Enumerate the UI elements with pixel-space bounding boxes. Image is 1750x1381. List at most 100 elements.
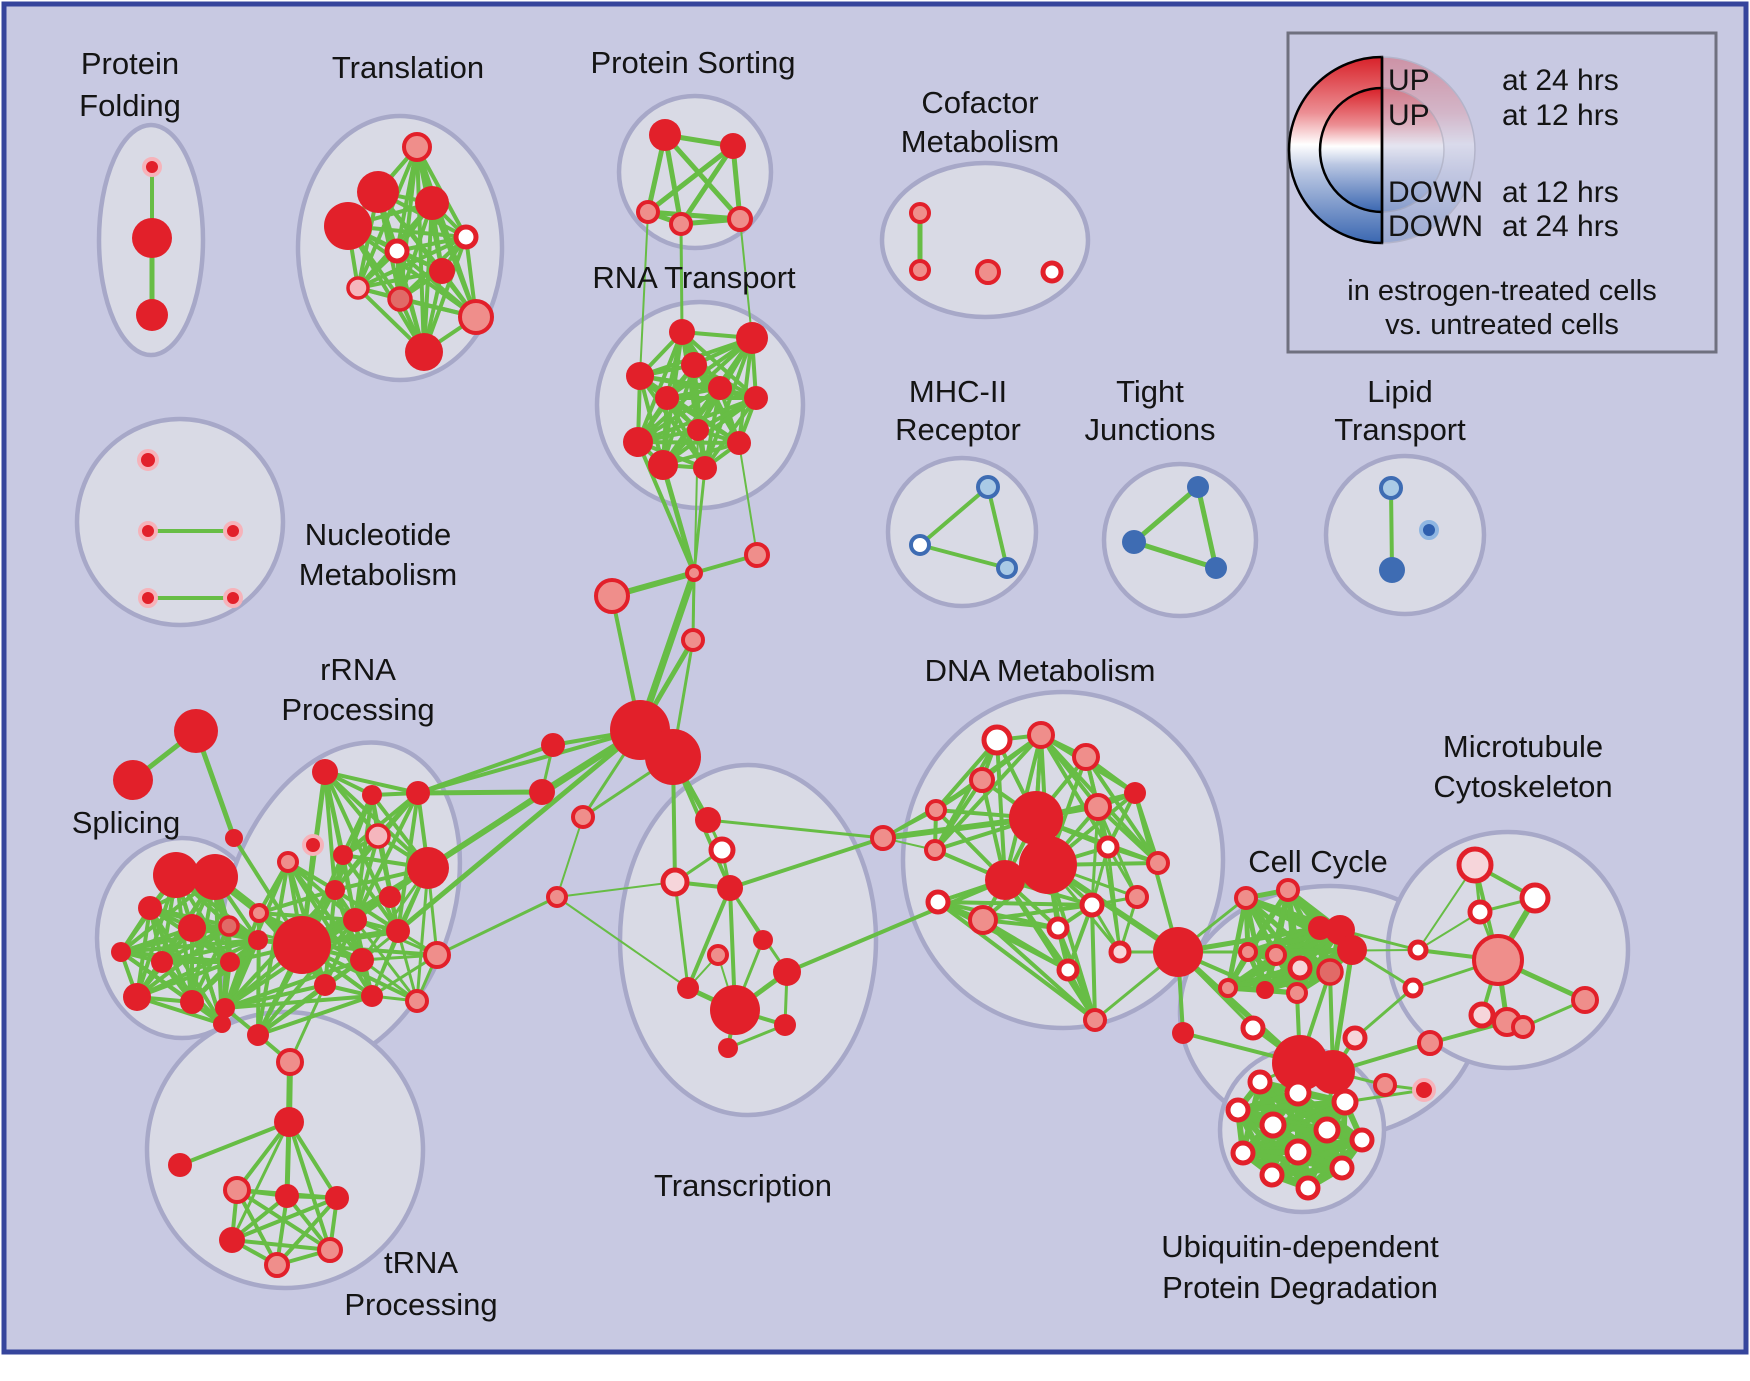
node-x5[interactable] [717, 875, 743, 901]
node-u3[interactable] [223, 1176, 251, 1204]
node-d2[interactable] [1027, 721, 1055, 749]
node-s5[interactable] [727, 206, 753, 232]
node-u0[interactable] [276, 1048, 304, 1076]
node-q11[interactable] [273, 916, 331, 974]
node-u6[interactable] [219, 1227, 245, 1253]
node-p12[interactable] [248, 930, 268, 950]
node-u2[interactable] [168, 1153, 192, 1177]
node-y8[interactable] [1287, 955, 1313, 981]
node-v6[interactable] [1313, 1116, 1341, 1144]
node-c2[interactable] [744, 542, 770, 568]
node-t11[interactable] [405, 333, 443, 371]
node-t4[interactable] [324, 202, 372, 250]
node-x8[interactable] [677, 977, 699, 999]
node-p3[interactable] [138, 896, 162, 920]
node-y14[interactable] [1342, 1025, 1368, 1051]
node-r5[interactable] [708, 376, 732, 400]
node-n1[interactable] [137, 449, 159, 471]
node-d9[interactable] [1019, 836, 1077, 894]
node-n5[interactable] [223, 588, 243, 608]
node-d21[interactable] [1056, 958, 1080, 982]
node-j2[interactable] [1122, 530, 1146, 554]
node-d8[interactable] [1009, 791, 1063, 845]
node-q15[interactable] [423, 941, 451, 969]
node-d17[interactable] [1079, 892, 1105, 918]
node-c3[interactable] [594, 578, 630, 614]
node-d6[interactable] [1084, 793, 1112, 821]
node-q4[interactable] [302, 834, 324, 856]
node-z4[interactable] [1472, 934, 1524, 986]
node-t3[interactable] [415, 186, 449, 220]
node-v8[interactable] [1230, 1140, 1256, 1166]
node-s1[interactable] [649, 119, 681, 151]
node-e0[interactable] [1153, 927, 1203, 977]
node-y17[interactable] [1417, 1030, 1443, 1056]
node-d11[interactable] [924, 839, 946, 861]
node-q10[interactable] [379, 886, 401, 908]
node-r3[interactable] [681, 352, 707, 378]
node-q13[interactable] [386, 919, 410, 943]
node-p5[interactable] [218, 915, 240, 937]
node-z1[interactable] [1456, 846, 1494, 884]
node-r8[interactable] [687, 419, 709, 441]
node-r9[interactable] [623, 427, 653, 457]
node-z5[interactable] [1468, 1001, 1496, 1029]
node-f3[interactable] [136, 299, 168, 331]
node-r4[interactable] [626, 362, 654, 390]
node-q21[interactable] [249, 903, 269, 923]
node-y18[interactable] [1373, 1073, 1397, 1097]
node-x3[interactable] [660, 867, 690, 897]
node-y5[interactable] [1337, 935, 1367, 965]
node-z7[interactable] [1571, 986, 1599, 1014]
node-r6[interactable] [655, 386, 679, 410]
node-z3[interactable] [1467, 899, 1493, 925]
node-t9[interactable] [387, 286, 413, 312]
node-k4[interactable] [1040, 260, 1064, 284]
node-u7[interactable] [317, 1237, 343, 1263]
node-v10[interactable] [1259, 1162, 1285, 1188]
node-d12[interactable] [925, 889, 951, 915]
node-t6[interactable] [384, 238, 410, 264]
node-s4[interactable] [669, 212, 693, 236]
node-q18[interactable] [405, 989, 429, 1013]
node-d16[interactable] [1108, 940, 1132, 964]
node-z2[interactable] [1519, 882, 1551, 914]
node-f1[interactable] [142, 157, 162, 177]
node-x7[interactable] [707, 944, 729, 966]
node-q14[interactable] [350, 948, 374, 972]
node-r7[interactable] [744, 386, 768, 410]
node-y6[interactable] [1238, 942, 1258, 962]
node-v7[interactable] [1349, 1127, 1375, 1153]
node-d10[interactable] [985, 860, 1025, 900]
node-p1[interactable] [153, 852, 199, 898]
node-v9[interactable] [1284, 1138, 1312, 1166]
node-y9[interactable] [1316, 958, 1344, 986]
node-v1[interactable] [1247, 1069, 1273, 1095]
node-m3[interactable] [571, 805, 595, 829]
node-q17[interactable] [361, 985, 383, 1007]
node-c1[interactable] [685, 564, 703, 582]
node-r12[interactable] [693, 456, 717, 480]
node-v3[interactable] [1331, 1088, 1359, 1116]
node-s2[interactable] [720, 133, 746, 159]
node-q19[interactable] [247, 1024, 269, 1046]
node-v11[interactable] [1329, 1155, 1355, 1181]
node-q7[interactable] [365, 823, 391, 849]
node-t2[interactable] [357, 171, 399, 213]
node-p4[interactable] [178, 914, 206, 942]
node-m1[interactable] [541, 733, 565, 757]
node-j1[interactable] [1187, 476, 1209, 498]
node-l3[interactable] [1419, 520, 1439, 540]
node-q12[interactable] [343, 908, 367, 932]
node-x6[interactable] [753, 930, 773, 950]
node-y7[interactable] [1265, 944, 1287, 966]
node-a3[interactable] [996, 557, 1018, 579]
node-p2[interactable] [192, 854, 238, 900]
node-v2[interactable] [1284, 1079, 1312, 1107]
node-j3[interactable] [1205, 557, 1227, 579]
node-w1[interactable] [1407, 939, 1429, 961]
node-q2[interactable] [362, 785, 382, 805]
node-x12[interactable] [718, 1038, 738, 1058]
node-z8[interactable] [1511, 1015, 1535, 1039]
node-p11[interactable] [213, 1015, 231, 1033]
